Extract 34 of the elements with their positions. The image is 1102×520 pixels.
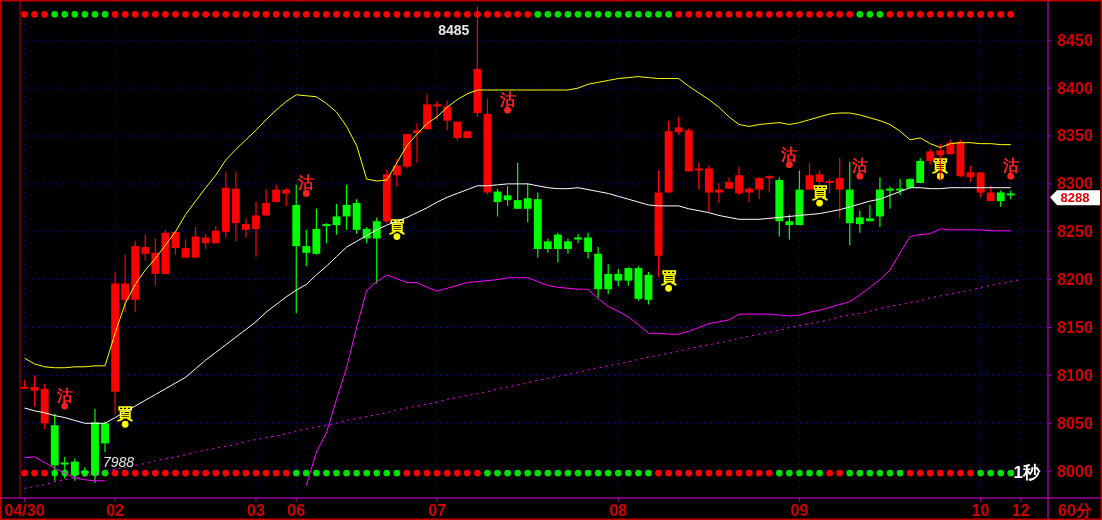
y-tick-label: 8100 [1057, 366, 1093, 384]
annotation: 7988 [102, 453, 135, 470]
data-label: 買 [387, 217, 405, 235]
y-tick-label: 8400 [1057, 79, 1093, 97]
data-label: 沽 [850, 157, 868, 175]
y-tick-label: 8450 [1057, 31, 1093, 49]
x-tick-label: 09 [790, 502, 809, 519]
y-tick-label: 8250 [1057, 223, 1093, 241]
data-label: 買 [659, 269, 677, 287]
x-tick-label: 03 [247, 502, 265, 519]
y-tick-label: 8000 [1057, 462, 1093, 480]
data-label: 沽 [1001, 157, 1019, 175]
x-tick-label: 06 [287, 502, 306, 519]
data-label: 沽 [55, 387, 73, 405]
data-label: 沽 [297, 174, 315, 192]
x-tick-label: 04/30 [4, 502, 45, 519]
text: 8288 [1060, 190, 1090, 206]
x-tick-label: 08 [609, 502, 628, 519]
y-tick-label: 8150 [1057, 319, 1093, 337]
data-label: 買 [810, 184, 828, 202]
x-tick-label: 12 [1011, 502, 1030, 519]
data-label: 沽 [498, 91, 516, 109]
data-label: 買 [116, 405, 134, 423]
y-tick-label: 8350 [1057, 127, 1093, 145]
x-tick-label: 02 [106, 502, 125, 519]
annotation: 1秒 [1013, 463, 1041, 482]
x-tick-label: 07 [428, 502, 447, 519]
data-label: 沽 [780, 145, 798, 163]
x-axis-title: 60分 [1058, 502, 1093, 519]
y-tick-label: 8050 [1057, 414, 1093, 432]
y-tick-label: 8300 [1057, 175, 1093, 193]
x-tick-label: 10 [971, 502, 990, 519]
y-tick-label: 8200 [1057, 271, 1093, 289]
annotation: 8485 [438, 21, 470, 38]
